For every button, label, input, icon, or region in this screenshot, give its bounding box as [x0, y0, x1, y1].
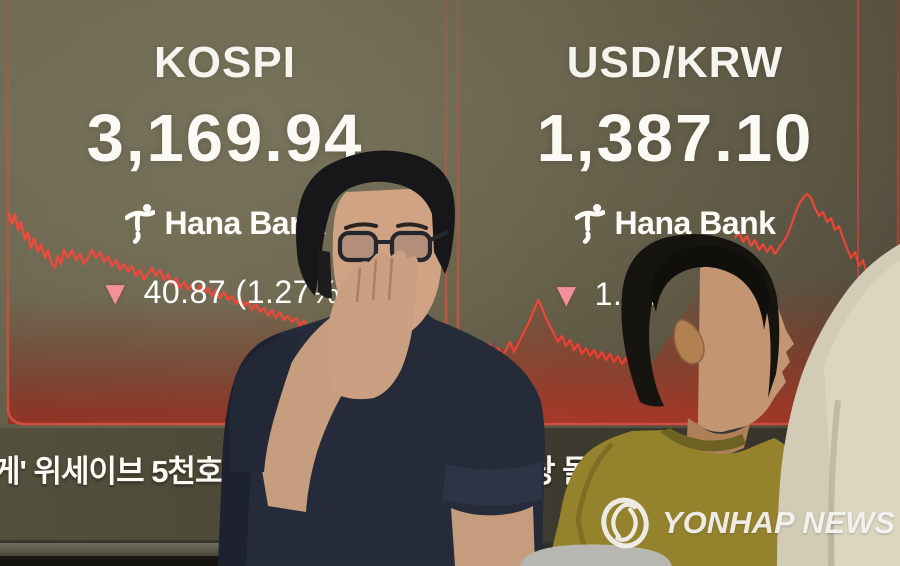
person-navy-cuff: [442, 462, 542, 506]
chair-back: [520, 544, 672, 566]
hana-bank-logo-icon: [574, 203, 605, 244]
person-navy-hair: [296, 150, 455, 296]
person-navy-sideburn: [318, 250, 332, 299]
eyebrow-right: [396, 222, 428, 230]
person-olive-face: [698, 263, 794, 432]
usdkrw-line-a: [457, 298, 651, 372]
usdkrw-panel-border: [456, 0, 900, 426]
person-olive-shirt: [548, 234, 806, 566]
kospi-value: 3,169.94: [86, 101, 364, 176]
usdkrw-chart-fill: [458, 198, 898, 424]
person-navy-forearm: [451, 506, 535, 566]
person-navy-shirt: [218, 150, 545, 566]
desk-edge: [0, 543, 250, 556]
person-olive-collar: [660, 428, 746, 452]
person-olive-shirt-body: [548, 430, 806, 566]
eyebrow-left: [344, 222, 378, 230]
finger-line-3: [387, 257, 394, 301]
yonhap-watermark: YONHAP NEWS: [598, 496, 895, 550]
finger-line-1: [355, 267, 362, 303]
usdkrw-value: 1,387.10: [536, 101, 814, 176]
usdkrw-down-triangle-icon: ▼: [550, 276, 583, 313]
kospi-title: KOSPI: [154, 38, 296, 87]
hand-on-cheek: [326, 250, 419, 400]
usdkrw-panel: USD/KRW 1,387.10 Hana Bank ▼ 1.10: [450, 0, 900, 430]
person-olive-ear: [673, 319, 705, 365]
person-olive-hair-top: [651, 245, 770, 330]
kospi-change-row: ▼ 40.87 (1.27%): [0, 274, 450, 311]
usdkrw-title: USD/KRW: [566, 38, 784, 87]
yonhap-swirl-logo-icon: [601, 497, 649, 549]
hana-bank-logo-icon: [124, 203, 155, 244]
person-beige-shirt: [777, 244, 900, 566]
kospi-down-triangle-icon: ▼: [98, 274, 132, 311]
person-navy-sleeve: [229, 331, 303, 472]
finger-line-2: [371, 259, 378, 301]
yonhap-watermark-text: YONHAP NEWS: [662, 505, 896, 540]
person-olive-sleeve-seam: [575, 442, 614, 549]
